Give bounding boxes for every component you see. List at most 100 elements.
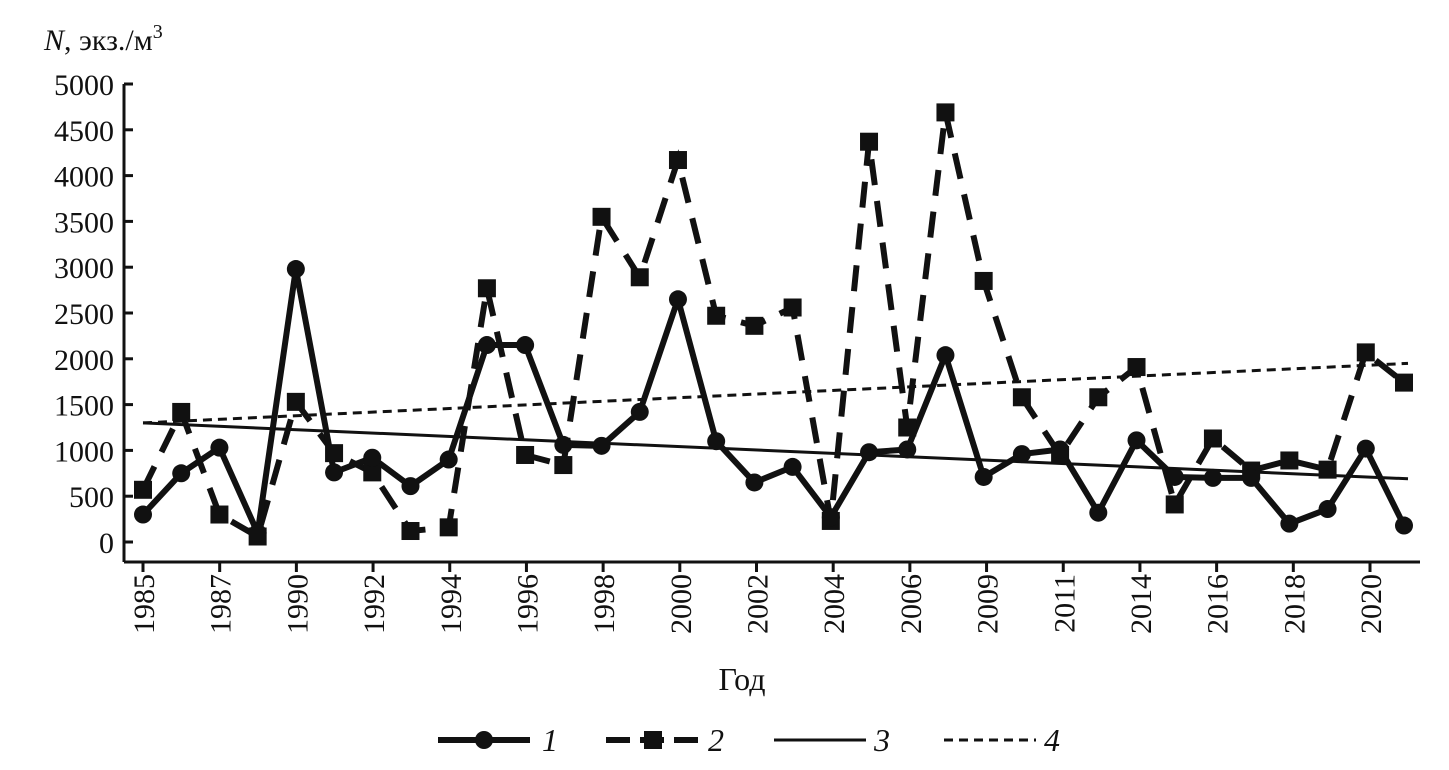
series-2-point <box>172 402 191 421</box>
series-1-point <box>477 336 496 355</box>
x-tick-label: 2011 <box>1048 574 1081 633</box>
x-tick-label: 1994 <box>435 574 468 634</box>
series-2-point <box>860 132 879 151</box>
series-2-point <box>592 207 611 226</box>
series-2-point <box>516 445 535 464</box>
x-tick-label: 1998 <box>588 574 621 634</box>
series-2-point <box>439 518 458 537</box>
x-tick-label: 2018 <box>1278 574 1311 634</box>
x-tick-label: 2000 <box>665 574 698 634</box>
series-1-point <box>936 346 955 365</box>
series-1-point <box>134 505 152 524</box>
series-1-point <box>554 435 573 454</box>
x-tick-label: 2020 <box>1355 574 1388 634</box>
series-1-point <box>1318 500 1337 519</box>
series-2-point <box>1280 451 1299 470</box>
series-1-point <box>745 473 764 492</box>
series-1-point <box>172 464 191 483</box>
series-1-point <box>592 436 611 455</box>
series-2-point <box>134 480 152 499</box>
series-1-point <box>821 508 840 527</box>
series-1-point <box>325 463 344 482</box>
y-tick-label: 0 <box>99 527 114 560</box>
series-2-point <box>974 271 993 290</box>
y-tick-label: 1000 <box>54 435 114 468</box>
series-2-point <box>1089 388 1108 407</box>
y-tick-label: 1500 <box>54 390 114 423</box>
y-axis-label-var: N <box>43 24 66 57</box>
series-2-point <box>630 268 649 287</box>
y-tick-label: 500 <box>69 481 114 514</box>
series-2-point <box>745 316 764 335</box>
series-1-point <box>630 402 649 421</box>
series-2-point <box>325 444 344 463</box>
x-tick-label: 1987 <box>205 574 238 634</box>
legend-label-1: 1 <box>542 722 558 758</box>
series-2-point <box>401 522 420 541</box>
series-1-point <box>1395 516 1413 535</box>
x-tick-label: 1990 <box>281 574 314 634</box>
legend: 1 2 3 4 <box>438 722 1060 758</box>
y-tick-label: 2000 <box>54 344 114 377</box>
y-axis-label-sup: 3 <box>153 21 163 43</box>
series-1-point <box>783 457 802 476</box>
legend-label-2: 2 <box>708 722 724 758</box>
y-axis-label-unit: , экз./м <box>64 24 153 57</box>
series-1-point <box>1051 440 1070 459</box>
series-2-point <box>1203 429 1222 448</box>
trend-line-series-3 <box>142 421 1409 481</box>
series-1-point <box>1203 468 1222 487</box>
series-2-point <box>477 279 496 298</box>
legend-marker-2 <box>644 731 662 749</box>
y-tick-label: 5000 <box>54 69 114 102</box>
series-1-point <box>210 438 229 457</box>
series-2-point <box>1012 388 1031 407</box>
x-tick-label: 2002 <box>742 574 775 634</box>
series-1-point <box>1127 431 1146 450</box>
series-1-point <box>248 523 267 542</box>
series-2-point <box>898 418 917 437</box>
legend-label-4: 4 <box>1044 722 1060 758</box>
series-2-point <box>286 392 305 411</box>
plot-area <box>134 103 1413 546</box>
series-1-point <box>1012 445 1031 464</box>
x-tick-label: 2014 <box>1125 574 1158 634</box>
series-2-point <box>1165 495 1184 514</box>
series-2-point <box>668 151 687 170</box>
x-axis-ticks: 1985 1987 1990 1992 1994 1996 1998 2000 2002 2004… <box>128 562 1388 634</box>
series-2-point <box>936 103 955 122</box>
x-tick-label: 1985 <box>128 574 161 634</box>
x-tick-label: 1992 <box>358 574 391 634</box>
y-tick-label: 4000 <box>54 161 114 194</box>
series-2-point <box>783 298 802 317</box>
trend-line-series-4 <box>142 361 1409 425</box>
legend-label-3: 3 <box>873 722 890 758</box>
series-1-point <box>1165 467 1184 486</box>
y-tick-label: 3000 <box>54 252 114 285</box>
series-1-point <box>439 450 458 469</box>
series-2-point <box>1318 460 1337 479</box>
x-tick-label: 1996 <box>511 574 544 634</box>
series-1-point <box>707 432 726 451</box>
series-1-point <box>898 440 917 459</box>
series-2-point <box>1127 358 1146 377</box>
series-1-point <box>1089 503 1108 522</box>
y-axis-ticks: 0 500 1000 1500 2000 2500 3000 3500 4000 4500 5000 <box>54 69 133 560</box>
series-1-point <box>363 448 382 467</box>
series-1-point <box>1242 468 1261 487</box>
series-1-point <box>401 477 420 496</box>
series-1-point <box>974 467 993 486</box>
series-1-point <box>1356 439 1375 458</box>
y-tick-label: 3500 <box>54 206 114 239</box>
y-tick-label: 2500 <box>54 298 114 331</box>
series-1-point <box>1280 514 1299 533</box>
legend-marker-1 <box>475 731 493 749</box>
series-1-point <box>286 260 305 279</box>
series-2-point <box>554 456 573 475</box>
y-tick-label: 4500 <box>54 115 114 148</box>
series-2-point <box>210 505 229 524</box>
x-tick-label: 2009 <box>972 574 1005 634</box>
series-1-point <box>668 290 687 309</box>
series-1-point <box>860 443 879 462</box>
